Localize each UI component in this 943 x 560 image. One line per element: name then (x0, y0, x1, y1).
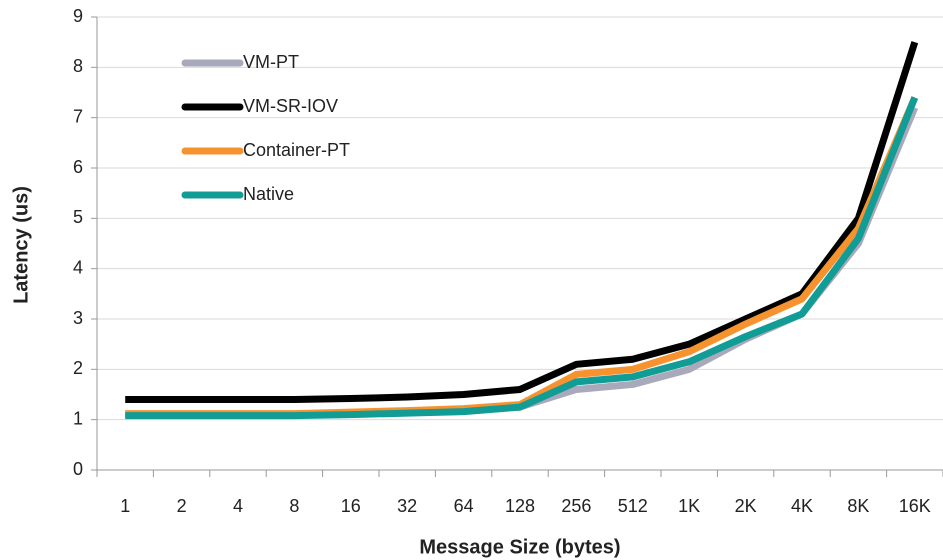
x-tick-label: 1K (678, 496, 700, 516)
x-tick-label: 8K (847, 496, 869, 516)
x-tick-label: 256 (561, 496, 591, 516)
y-tick-label: 6 (73, 157, 83, 177)
y-tick-label: 3 (73, 308, 83, 328)
x-tick-label: 64 (454, 496, 474, 516)
series-line (125, 96, 919, 420)
y-tick-label: 9 (73, 6, 83, 26)
x-tick-label: 1 (120, 496, 130, 516)
x-axis-title: Message Size (bytes) (419, 536, 620, 558)
y-tick-label: 5 (73, 207, 83, 227)
legend-label: VM-SR-IOV (243, 96, 338, 116)
y-tick-label: 1 (73, 408, 83, 428)
x-tick-label: 32 (397, 496, 417, 516)
series-line (125, 41, 919, 404)
x-tick-label: 2 (177, 496, 187, 516)
y-tick-label: 4 (73, 257, 83, 277)
legend-label: VM-PT (243, 52, 299, 72)
x-tick-label: 4K (791, 496, 813, 516)
x-tick-label: 128 (505, 496, 535, 516)
legend-label: Container-PT (243, 140, 350, 160)
x-tick-label: 16 (341, 496, 361, 516)
y-tick-label: 8 (73, 56, 83, 76)
y-axis-title: Latency (us) (10, 186, 32, 304)
y-tick-label: 7 (73, 106, 83, 126)
y-tick-label: 2 (73, 358, 83, 378)
x-tick-label: 16K (899, 496, 931, 516)
x-tick-label: 8 (289, 496, 299, 516)
x-tick-label: 4 (233, 496, 243, 516)
x-tick-label: 2K (735, 496, 757, 516)
legend-label: Native (243, 184, 294, 204)
x-tick-label: 512 (618, 496, 648, 516)
y-tick-label: 0 (73, 459, 83, 479)
